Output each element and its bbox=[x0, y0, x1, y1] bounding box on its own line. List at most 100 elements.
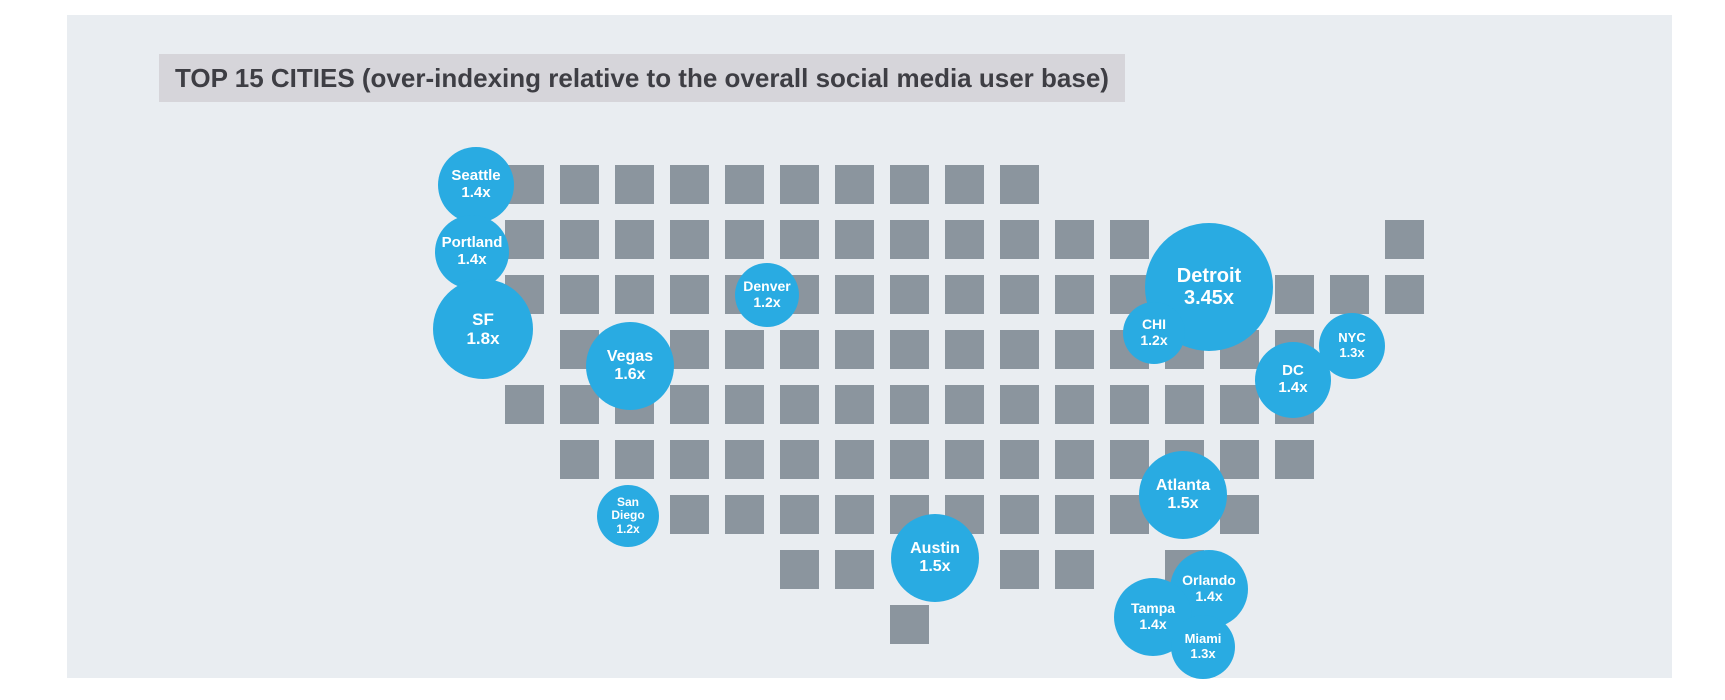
city-bubble-label-line: SF bbox=[472, 309, 494, 329]
map-square bbox=[1000, 330, 1039, 369]
map-square bbox=[890, 220, 929, 259]
map-square bbox=[835, 385, 874, 424]
city-bubble-label-line: 1.2x bbox=[616, 521, 640, 536]
map-square bbox=[615, 165, 654, 204]
city-bubble-label-line: CHI bbox=[1141, 316, 1167, 333]
city-bubble-label-line: 1.5x bbox=[919, 558, 951, 575]
map-square bbox=[780, 330, 819, 369]
map-square bbox=[1220, 440, 1259, 479]
map-square bbox=[725, 220, 764, 259]
city-bubble-sf: SF 1.8x bbox=[433, 279, 533, 379]
city-bubble-label-line: Orlando bbox=[1182, 572, 1236, 589]
map-square bbox=[1165, 385, 1204, 424]
map-square bbox=[1055, 220, 1094, 259]
map-square bbox=[1000, 550, 1039, 589]
map-square bbox=[1275, 275, 1314, 314]
map-square bbox=[670, 495, 709, 534]
city-bubble-dc: DC 1.4x bbox=[1255, 342, 1331, 418]
map-square bbox=[560, 165, 599, 204]
city-bubble-label-line: 1.4x bbox=[1195, 588, 1223, 604]
map-square bbox=[780, 440, 819, 479]
map-square bbox=[835, 495, 874, 534]
map-square bbox=[1055, 385, 1094, 424]
map-square bbox=[780, 165, 819, 204]
map-square bbox=[835, 440, 874, 479]
map-square bbox=[890, 605, 929, 644]
map-square bbox=[835, 220, 874, 259]
map-square bbox=[560, 220, 599, 259]
city-bubble-san-diego: San Diego 1.2x bbox=[597, 485, 659, 547]
map-square bbox=[1055, 495, 1094, 534]
map-square bbox=[890, 440, 929, 479]
map-square bbox=[1055, 550, 1094, 589]
map-square bbox=[670, 165, 709, 204]
city-bubble-label-line: Austin bbox=[910, 540, 960, 558]
city-bubble-label-line: Detroit bbox=[1176, 264, 1242, 287]
city-bubble-label-line: Seattle bbox=[451, 167, 501, 185]
map-square bbox=[505, 385, 544, 424]
city-bubble-label-line: 1.3x bbox=[1190, 646, 1216, 661]
city-bubble-miami: Miami 1.3x bbox=[1171, 615, 1235, 679]
map-square bbox=[1385, 220, 1424, 259]
city-bubble-label-line: 1.4x bbox=[1139, 616, 1167, 632]
map-square bbox=[1110, 440, 1149, 479]
map-square bbox=[725, 165, 764, 204]
city-bubble-label-line: 1.8x bbox=[466, 329, 500, 348]
city-bubble-austin: Austin 1.5x bbox=[891, 514, 979, 602]
map-square bbox=[560, 440, 599, 479]
city-bubble-atlanta: Atlanta 1.5x bbox=[1139, 451, 1227, 539]
map-square bbox=[835, 330, 874, 369]
city-bubble-seattle: Seattle 1.4x bbox=[438, 147, 514, 223]
city-bubble-label-line: 1.6x bbox=[614, 366, 646, 383]
map-square bbox=[505, 220, 544, 259]
city-bubble-label-line: NYC bbox=[1338, 330, 1366, 346]
map-square bbox=[780, 220, 819, 259]
map-square bbox=[945, 330, 984, 369]
map-square bbox=[1000, 165, 1039, 204]
city-bubble-label-line: 1.3x bbox=[1339, 345, 1365, 360]
map-square bbox=[890, 385, 929, 424]
map-square bbox=[725, 495, 764, 534]
city-bubble-label-line: Miami bbox=[1184, 631, 1222, 647]
city-bubble-chi: CHI 1.2x bbox=[1123, 302, 1185, 364]
map-square bbox=[670, 440, 709, 479]
city-bubble-label-line: 1.5x bbox=[1167, 495, 1199, 512]
map-square bbox=[615, 275, 654, 314]
map-square bbox=[615, 220, 654, 259]
city-bubble-label-line: 1.4x bbox=[1278, 379, 1308, 396]
map-square bbox=[780, 550, 819, 589]
map-square bbox=[1055, 330, 1094, 369]
map-square bbox=[945, 220, 984, 259]
city-bubble-nyc: NYC 1.3x bbox=[1319, 313, 1385, 379]
map-square bbox=[725, 440, 764, 479]
city-bubble-label-line: Tampa bbox=[1130, 600, 1176, 617]
city-bubble-vegas: Vegas 1.6x bbox=[586, 322, 674, 410]
map-square bbox=[835, 275, 874, 314]
map-square bbox=[670, 220, 709, 259]
city-bubble-label-line: Atlanta bbox=[1155, 477, 1211, 495]
map-square bbox=[670, 275, 709, 314]
city-bubble-label-line: 1.4x bbox=[457, 251, 487, 268]
map-square bbox=[890, 275, 929, 314]
map-square bbox=[835, 165, 874, 204]
map-square bbox=[1330, 275, 1369, 314]
map-square bbox=[945, 385, 984, 424]
map-square bbox=[945, 440, 984, 479]
city-bubble-label-line: Denver bbox=[743, 278, 791, 295]
us-dot-grid-map: Seattle 1.4x Portland 1.4x SF 1.8x Vegas 1.6x De… bbox=[67, 15, 1672, 679]
map-square bbox=[560, 385, 599, 424]
city-bubble-label-line: 1.4x bbox=[461, 184, 491, 201]
city-bubble-label-line: Portland bbox=[441, 234, 503, 252]
map-square bbox=[890, 330, 929, 369]
map-square bbox=[1000, 275, 1039, 314]
city-bubble-label-line: San bbox=[616, 494, 639, 509]
map-square bbox=[725, 330, 764, 369]
title-bar: TOP 15 CITIES (over-indexing relative to… bbox=[159, 54, 1125, 102]
map-square bbox=[1220, 385, 1259, 424]
city-bubble-label-line: Diego bbox=[611, 508, 645, 523]
map-square bbox=[945, 165, 984, 204]
chart-title: TOP 15 CITIES (over-indexing relative to… bbox=[175, 63, 1109, 93]
city-bubble-denver: Denver 1.2x bbox=[735, 263, 799, 327]
map-square bbox=[725, 385, 764, 424]
map-square bbox=[835, 550, 874, 589]
